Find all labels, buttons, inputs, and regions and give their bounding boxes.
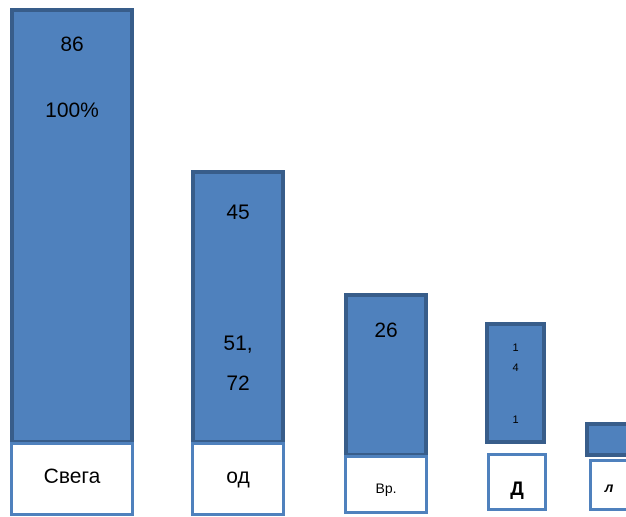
- bar-text: 100%: [45, 99, 99, 122]
- bar: [344, 293, 428, 457]
- bar: [585, 422, 626, 457]
- label: л: [604, 479, 614, 495]
- label: Вр.: [375, 480, 397, 496]
- bar-text: 51,: [223, 332, 253, 355]
- bar: [10, 8, 134, 444]
- label: Д: [510, 479, 524, 500]
- label-box: [191, 442, 285, 516]
- bar: [485, 322, 546, 444]
- bar-text: 26: [374, 319, 398, 342]
- bar-text: 72: [226, 372, 250, 395]
- bar-text: 1: [512, 342, 519, 354]
- label-box: [589, 459, 626, 511]
- label: Свега: [43, 465, 101, 488]
- label-box: [10, 442, 134, 516]
- label-box: [487, 453, 547, 511]
- bar-text: 1: [512, 414, 519, 426]
- bar-text: 4: [512, 362, 519, 374]
- bar-text: 45: [226, 201, 250, 224]
- bar: [191, 170, 285, 444]
- label: од: [226, 465, 250, 488]
- label-box: [344, 455, 428, 514]
- bar-text: 86: [60, 33, 84, 56]
